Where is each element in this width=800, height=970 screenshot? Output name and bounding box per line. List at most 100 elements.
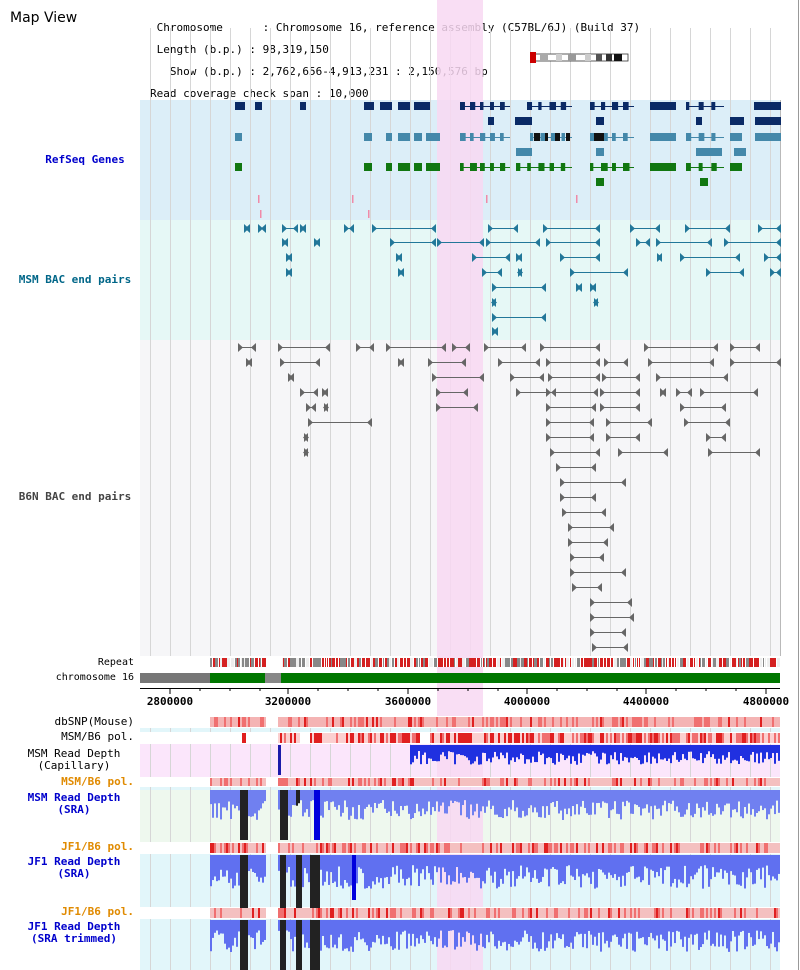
msm-bac-pair-end <box>390 238 395 247</box>
polymorphism-mark <box>686 733 688 743</box>
jf1-sra-depth-bar <box>304 855 306 869</box>
repeat-element <box>354 658 357 667</box>
polymorphism-mark <box>450 733 452 743</box>
msm-sra-depth-bar <box>694 790 696 814</box>
polymorphism-mark <box>762 843 764 853</box>
polymorphism-mark <box>560 778 562 786</box>
polymorphism-mark <box>630 908 632 918</box>
jf1-depth-sra-label[interactable]: JF1 Read Depth (SRA) <box>27 855 121 880</box>
polymorphism-mark <box>416 717 418 727</box>
polymorphism-mark <box>316 733 318 743</box>
polymorphism-mark <box>286 778 288 786</box>
msm-depth-sra-label[interactable]: MSM Read Depth (SRA) <box>27 791 121 816</box>
msm-sra-depth-bar <box>308 790 310 817</box>
repeat-element <box>594 658 595 667</box>
jf1-sra-depth-bar <box>376 855 378 878</box>
polymorphism-mark <box>378 717 380 727</box>
polymorphism-mark <box>446 733 448 743</box>
polymorphism-mark <box>514 733 516 743</box>
polymorphism-mark <box>334 908 336 918</box>
msm-sra-depth-bar <box>666 790 668 812</box>
repeat-element <box>231 658 234 667</box>
msm-capillary-depth-bar <box>736 745 738 761</box>
refseq-genes-label[interactable]: RefSeq Genes <box>45 153 125 166</box>
msm-sra-depth-bar <box>422 790 424 809</box>
jf1-trimmed-depth-bar <box>440 920 442 931</box>
jf1-sra-depth-bar <box>448 855 450 876</box>
polymorphism-mark <box>592 908 594 918</box>
polymorphism-mark <box>430 717 432 727</box>
msm-sra-depth-bar <box>374 790 376 803</box>
polymorphism-mark <box>466 778 468 786</box>
jf1-trimmed-depth-bar <box>212 920 214 938</box>
jf1-trimmed-depth-bar <box>612 920 614 936</box>
msm-sra-depth-bar <box>346 790 348 808</box>
polymorphism-mark <box>634 778 636 786</box>
polymorphism-mark <box>428 908 430 918</box>
polymorphism-mark <box>550 717 552 727</box>
msm-sra-depth-bar <box>578 790 580 815</box>
chromosome-gap <box>140 673 210 683</box>
polymorphism-mark <box>708 908 710 918</box>
jf1-sra-depth-bar <box>218 855 220 881</box>
polymorphism-mark <box>564 908 566 918</box>
polymorphism-mark <box>418 908 420 918</box>
jf1-sra-depth-bar <box>692 855 694 880</box>
msm-sra-depth-bar <box>210 790 212 805</box>
polymorphism-mark <box>470 733 472 743</box>
polymorphism-mark <box>286 908 288 918</box>
polymorphism-mark <box>224 717 226 727</box>
msm-capillary-depth-bar <box>422 745 424 755</box>
polymorphism-mark <box>568 908 570 918</box>
msm-bac-pair-end <box>492 313 497 322</box>
b6n-bac-label[interactable]: B6N BAC end pairs <box>18 490 132 503</box>
polymorphism-mark <box>330 778 332 786</box>
polymorphism-mark <box>454 717 456 727</box>
polymorphism-mark <box>574 733 576 743</box>
b6n-bac-pair-end <box>676 388 681 397</box>
msm-sra-depth-bar <box>466 790 468 818</box>
polymorphism-mark <box>590 733 592 743</box>
polymorphism-mark <box>600 843 602 853</box>
repeat-element <box>392 658 394 667</box>
msm-sra-depth-bar <box>640 790 642 816</box>
b6n-bac-pair-end <box>289 373 294 382</box>
polymorphism-mark <box>424 717 426 727</box>
polymorphism-mark <box>342 908 344 918</box>
polymorphism-mark <box>534 843 536 853</box>
jf1-sra-depth-bar <box>506 855 508 876</box>
polymorphism-mark <box>702 733 704 743</box>
polymorphism-mark <box>374 843 376 853</box>
msm-sra-depth-bar <box>680 790 682 817</box>
jf1-trimmed-depth-bar <box>678 920 680 932</box>
msm-bac-label[interactable]: MSM BAC end pairs <box>18 273 132 286</box>
polymorphism-mark <box>456 843 458 853</box>
jf1-trimmed-depth-bar <box>508 920 510 944</box>
polymorphism-mark <box>376 908 378 918</box>
jf1-trimmed-depth-bar <box>702 920 704 945</box>
polymorphism-mark <box>524 717 526 727</box>
polymorphism-mark <box>456 778 458 786</box>
repeat-element <box>765 658 766 667</box>
repeat-element <box>471 658 474 667</box>
polymorphism-mark <box>592 843 594 853</box>
repeat-element <box>690 658 693 667</box>
jf1-trimmed-depth-bar <box>730 920 732 942</box>
polymorphism-mark <box>336 843 338 853</box>
jf1-trimmed-depth-bar <box>582 920 584 948</box>
repeat-element <box>366 658 369 667</box>
repeat-element <box>557 658 560 667</box>
jf1-trimmed-depth-bar <box>748 920 750 933</box>
jf1-depth-trimmed-label[interactable]: JF1 Read Depth (SRA trimmed) <box>27 920 121 945</box>
polymorphism-mark <box>484 733 486 743</box>
msm-capillary-depth-bar <box>620 745 622 754</box>
jf1-sra-depth-bar <box>216 855 218 882</box>
msm-sra-depth-bar <box>528 790 530 809</box>
msm-capillary-depth-bar <box>520 745 522 754</box>
polymorphism-mark <box>340 778 342 786</box>
polymorphism-mark <box>420 717 422 727</box>
polymorphism-mark <box>614 778 616 786</box>
polymorphism-mark <box>740 717 742 727</box>
refseq-tick <box>576 195 578 203</box>
